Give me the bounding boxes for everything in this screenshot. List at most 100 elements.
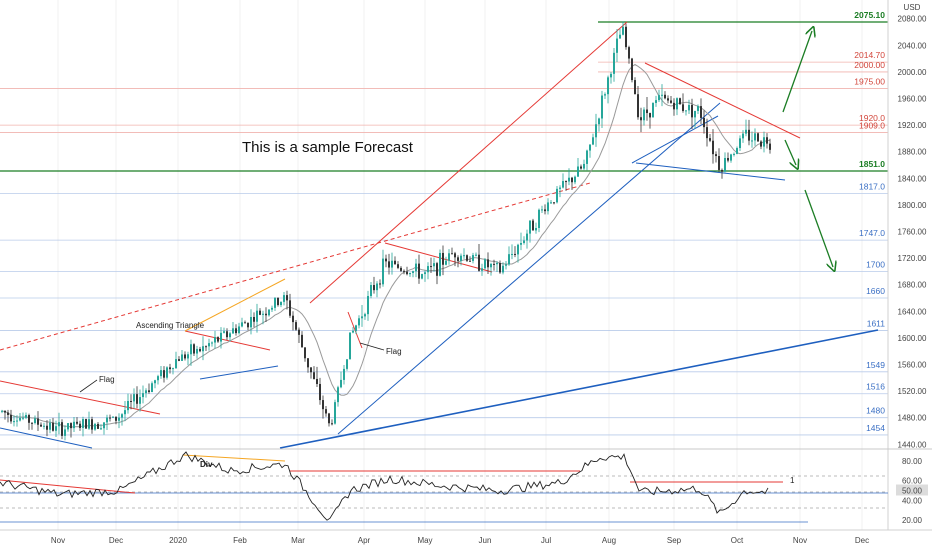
candle-body xyxy=(496,262,498,265)
candle-body xyxy=(142,393,144,398)
osc-tick-label: 40.00 xyxy=(902,496,923,505)
candle-body xyxy=(79,423,81,428)
pattern-label-flag-2: Flag xyxy=(386,347,402,356)
osc-current-value-badge xyxy=(896,484,928,496)
candle-body xyxy=(253,316,255,322)
candle-body xyxy=(184,354,186,359)
candle-body xyxy=(175,359,177,369)
candle-body xyxy=(325,409,327,414)
candle-body xyxy=(52,422,54,431)
osc-marker-label: 1 xyxy=(790,476,795,485)
candle-body xyxy=(586,150,588,164)
candle-body xyxy=(571,177,573,183)
candle-body xyxy=(19,417,21,421)
candle-body xyxy=(13,421,15,423)
level-label: 1747.0 xyxy=(859,228,885,238)
red-rising-trendline xyxy=(309,21,628,304)
candle-body xyxy=(352,330,354,333)
level-label: 1920.0 xyxy=(859,113,885,123)
candle-body xyxy=(319,383,321,401)
candle-body xyxy=(532,220,534,231)
osc-div-line xyxy=(182,454,286,462)
x-tick-label: 2020 xyxy=(169,536,187,545)
div-label: Div xyxy=(200,460,213,469)
price-tick-label: 1800.00 xyxy=(898,201,927,210)
candle-body xyxy=(550,202,552,204)
candle-body xyxy=(163,370,165,378)
candle-body xyxy=(748,129,750,141)
candle-body xyxy=(553,202,555,204)
candle-body xyxy=(169,367,171,370)
candle-body xyxy=(361,316,363,319)
candle-body xyxy=(637,94,639,118)
candle-body xyxy=(523,240,525,243)
candle-body xyxy=(697,106,699,111)
candle-body xyxy=(766,137,768,144)
candle-body xyxy=(724,157,726,172)
candle-body xyxy=(124,410,126,415)
candle-body xyxy=(199,348,201,352)
candle-body xyxy=(565,181,567,183)
x-tick-label: Oct xyxy=(731,536,744,545)
candle-body xyxy=(121,414,123,418)
candle-body xyxy=(463,255,465,257)
candle-body xyxy=(226,331,228,338)
candle-body xyxy=(136,394,138,404)
candle-body xyxy=(769,143,771,150)
candle-body xyxy=(217,337,219,342)
candle-body xyxy=(670,100,672,103)
candle-body xyxy=(133,394,135,402)
candle-body xyxy=(466,255,468,261)
price-tick-label: 2040.00 xyxy=(898,41,927,50)
candle-body xyxy=(628,47,630,59)
descending-resistance xyxy=(644,62,801,139)
candle-body xyxy=(214,337,216,343)
osc-red-descending xyxy=(0,479,136,494)
price-tick-label: 2000.00 xyxy=(898,68,927,77)
candle-body xyxy=(508,254,510,265)
price-tick-label: 1440.00 xyxy=(898,440,927,449)
candle-body xyxy=(295,322,297,330)
candle-body xyxy=(433,263,435,267)
candle-body xyxy=(559,187,561,189)
candle-body xyxy=(664,94,666,99)
candle-body xyxy=(517,244,519,255)
candle-body xyxy=(91,419,93,430)
price-tick-label: 1720.00 xyxy=(898,254,927,263)
candle-body xyxy=(271,307,273,310)
forecast-arrow-down-short xyxy=(784,139,796,165)
candle-body xyxy=(721,169,723,172)
candle-body xyxy=(181,354,183,361)
candle-body xyxy=(706,127,708,139)
flag-resistance-2 xyxy=(384,242,493,273)
candle-body xyxy=(151,383,153,393)
candle-body xyxy=(763,137,765,147)
candle-body xyxy=(298,329,300,335)
candle-body xyxy=(160,370,162,377)
blue-rising-support xyxy=(337,102,721,435)
candle-body xyxy=(562,181,564,188)
candle-body xyxy=(445,260,447,265)
candle-body xyxy=(733,153,735,155)
candle-body xyxy=(613,52,615,74)
candle-body xyxy=(745,129,747,134)
level-label: 1975.00 xyxy=(854,77,885,87)
x-tick-label: Dec xyxy=(109,536,123,545)
candle-body xyxy=(283,295,285,302)
x-tick-label: Aug xyxy=(602,536,616,545)
candle-body xyxy=(439,252,441,276)
candle-body xyxy=(556,188,558,203)
candle-body xyxy=(4,410,6,413)
candle-body xyxy=(694,110,696,118)
candle-body xyxy=(67,423,69,430)
candle-body xyxy=(574,176,576,183)
candle-body xyxy=(28,415,30,423)
candle-body xyxy=(346,359,348,369)
candle-body xyxy=(382,258,384,285)
candle-body xyxy=(244,322,246,324)
candle-body xyxy=(421,274,423,279)
candle-body xyxy=(751,140,753,142)
blue-long-support xyxy=(279,329,879,449)
candle-body xyxy=(679,98,681,105)
